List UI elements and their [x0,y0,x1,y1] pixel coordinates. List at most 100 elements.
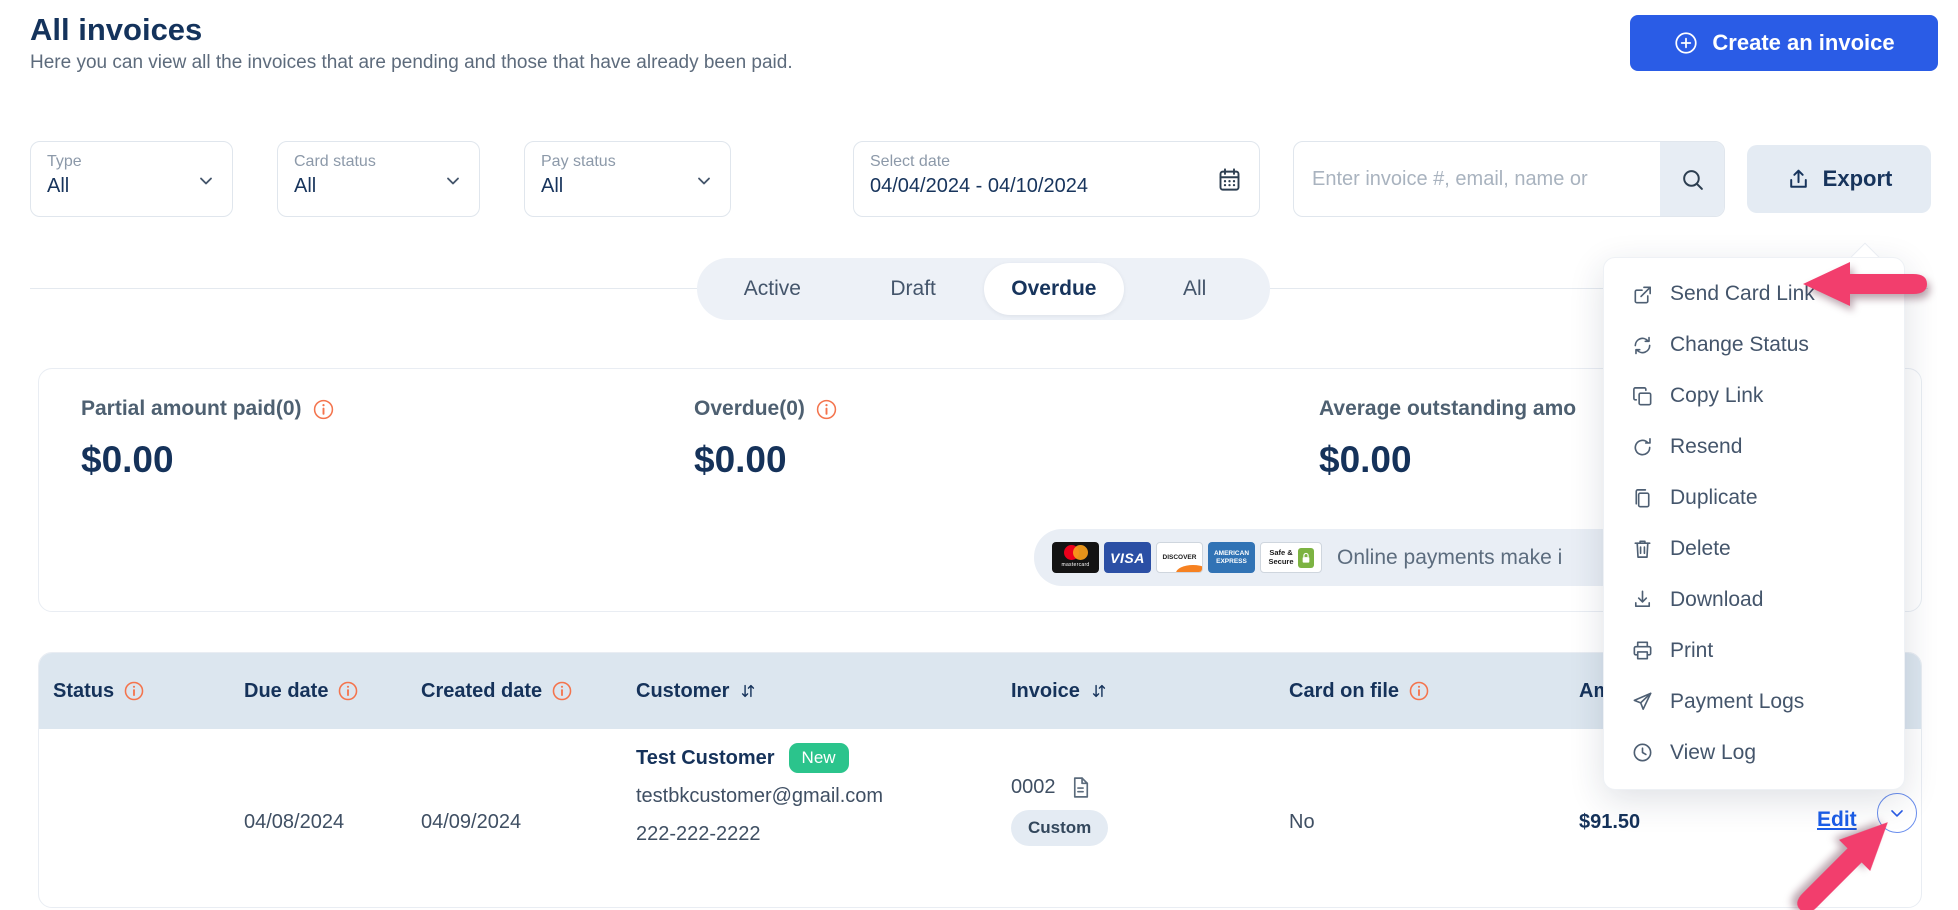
status-tabs: Active Draft Overdue All [697,258,1270,320]
tab-all[interactable]: All [1182,277,1207,300]
info-icon[interactable] [1408,680,1430,702]
due-date-cell: 04/08/2024 [244,811,345,833]
menu-item-send-card-link[interactable]: Send Card Link [1604,269,1904,320]
menu-item-print[interactable]: Print [1604,625,1904,676]
pay-status-filter-value: All [541,175,564,197]
date-range-picker[interactable]: Select date 04/04/2024 - 04/10/2024 [853,141,1260,217]
info-icon[interactable] [815,398,838,421]
search-box [1293,141,1725,217]
copy-icon [1631,385,1654,408]
card-status-filter-value: All [294,175,317,197]
trash-icon [1631,537,1654,560]
menu-item-download[interactable]: Download [1604,574,1904,625]
column-header-customer[interactable]: Customer [636,653,758,729]
menu-item-resend[interactable]: Resend [1604,422,1904,473]
custom-badge: Custom [1011,810,1109,846]
american-express-badge: AMERICAN EXPRESS [1208,542,1255,573]
export-label: Export [1822,166,1893,191]
invoice-number: 0002 [1011,776,1056,798]
tab-active[interactable]: Active [743,277,801,300]
safe-and-secure-badge: Safe & Secure [1260,542,1322,573]
discover-swoosh-icon [1176,565,1202,572]
plus-circle-icon [1673,30,1699,56]
menu-item-view-log[interactable]: View Log [1604,727,1904,778]
menu-item-copy-link[interactable]: Copy Link [1604,371,1904,422]
menu-item-duplicate[interactable]: Duplicate [1604,473,1904,524]
column-header-card-on-file: Card on file [1289,653,1430,729]
customer-name: Test Customer [636,746,775,769]
chevron-down-icon [1887,803,1907,823]
search-button[interactable] [1660,142,1724,216]
customer-phone: 222-222-2222 [636,823,761,845]
search-icon [1680,167,1705,192]
menu-item-payment-logs[interactable]: Payment Logs [1604,676,1904,727]
chevron-down-icon [694,171,714,191]
export-button[interactable]: Export [1747,145,1931,213]
new-badge: New [788,743,849,773]
external-link-icon [1631,283,1654,306]
search-input[interactable] [1294,142,1660,216]
duplicate-icon [1631,487,1654,510]
stat-label: Partial amount paid(0) [81,397,302,420]
info-icon[interactable] [551,680,573,702]
visa-badge: VISA [1104,542,1151,573]
stat-label: Overdue(0) [694,397,805,420]
annotation-arrow-row-actions [1782,804,1906,910]
annotation-arrow-send-card-link [1800,261,1930,307]
lock-icon [1297,547,1314,568]
stat-label: Average outstanding amo [1319,397,1577,420]
sort-icon[interactable] [738,681,758,701]
menu-caret [1850,242,1882,257]
card-status-filter-dropdown[interactable]: Card status All [277,141,480,217]
menu-item-delete[interactable]: Delete [1604,524,1904,575]
info-icon[interactable] [312,398,335,421]
edit-link[interactable]: Edit [1817,808,1857,831]
upload-icon [1786,167,1811,192]
pay-status-filter-dropdown[interactable]: Pay status All [524,141,731,217]
stat-value: $0.00 [1319,439,1412,480]
create-invoice-button[interactable]: Create an invoice [1630,15,1938,71]
stat-value: $0.00 [694,439,787,480]
card-status-filter-label: Card status [294,153,376,170]
redo-icon [1631,436,1654,459]
type-filter-dropdown[interactable]: Type All [30,141,233,217]
tab-overdue[interactable]: Overdue [983,263,1125,315]
row-actions-toggle[interactable] [1877,793,1917,833]
online-payments-text: Online payments make i [1337,545,1563,569]
row-actions-menu: Send Card Link Change Status Copy Link R… [1603,257,1905,790]
mastercard-circles-icon [1063,545,1088,560]
menu-item-change-status[interactable]: Change Status [1604,320,1904,371]
pay-status-filter-label: Pay status [541,153,616,170]
printer-icon [1631,639,1654,662]
calendar-icon [1216,166,1243,193]
page-title: All invoices [30,12,203,47]
download-icon [1631,588,1654,611]
type-filter-value: All [47,175,70,197]
stat-overdue: Overdue(0) $0.00 [694,397,838,481]
mastercard-badge: mastercard [1052,542,1099,573]
info-icon[interactable] [337,680,359,702]
chevron-down-icon [443,171,463,191]
stat-value: $0.00 [81,439,174,480]
type-filter-label: Type [47,153,82,170]
sort-icon[interactable] [1089,681,1109,701]
create-invoice-label: Create an invoice [1712,30,1895,55]
sync-icon [1631,334,1654,357]
amount-cell: $91.50 [1579,811,1641,833]
column-header-status: Status [53,653,145,729]
page-subtitle: Here you can view all the invoices that … [30,52,793,73]
customer-cell: Test Customer New testbkcustomer@gmail.c… [636,743,886,853]
discover-badge: DISCOVER [1156,542,1203,573]
column-header-created-date: Created date [421,653,573,729]
paper-plane-icon [1631,690,1654,713]
tab-draft[interactable]: Draft [890,277,936,300]
document-icon[interactable] [1068,775,1093,800]
stat-average-outstanding: Average outstanding amo $0.00 [1319,397,1576,481]
info-icon[interactable] [123,680,145,702]
stat-partial-amount-paid: Partial amount paid(0) $0.00 [81,397,335,481]
date-range-label: Select date [870,153,951,170]
column-header-invoice[interactable]: Invoice [1011,653,1109,729]
chevron-down-icon [196,171,216,191]
date-range-value: 04/04/2024 - 04/10/2024 [870,175,1088,197]
